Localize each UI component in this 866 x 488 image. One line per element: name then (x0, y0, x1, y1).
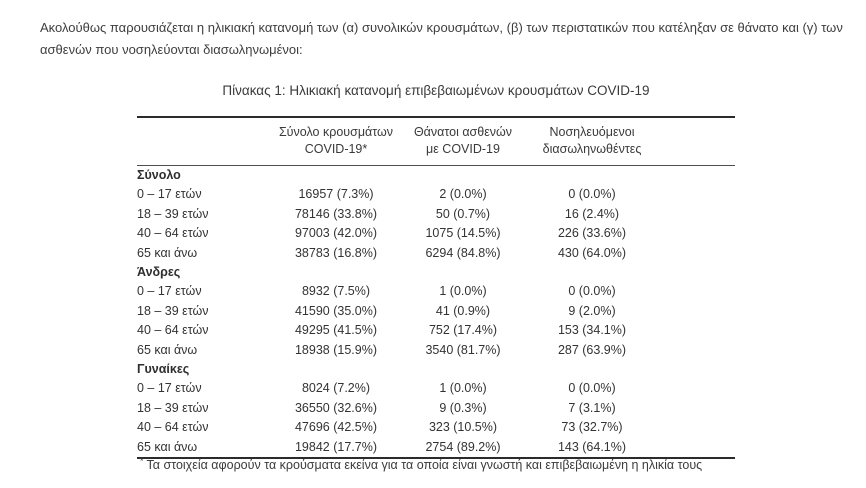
cases-value: 19842 (17.7%) (294, 439, 377, 454)
age-label: 18 – 39 ετών (137, 206, 209, 221)
age-distribution-table-wrap: Σύνολο κρουσμάτων COVID-19* Θάνατοι ασθε… (137, 116, 735, 460)
intubated-value: 16 (2.4%) (564, 206, 620, 221)
cases-value: 18938 (15.9%) (294, 342, 377, 357)
age-distribution-table: Σύνολο κρουσμάτων COVID-19* Θάνατοι ασθε… (137, 116, 735, 460)
cases-value: 38783 (16.8%) (294, 245, 377, 260)
header-intubated: Νοσηλευόμενοι διασωληνωθέντες (524, 117, 660, 166)
cases-value: 49295 (41.5%) (294, 323, 377, 338)
intubated-value: 9 (2.0%) (568, 303, 616, 318)
table-row: 40 – 64 ετών 49295 (41.5%) 752 (17.4%) 1… (137, 321, 735, 340)
age-label: 18 – 39 ετών (137, 400, 209, 415)
age-label: 0 – 17 ετών (137, 187, 202, 202)
deaths-value: 1 (0.0%) (439, 284, 487, 299)
intubated-value: 73 (32.7%) (561, 420, 623, 435)
deaths-value: 41 (0.9%) (435, 303, 491, 318)
header-deaths: Θάνατοι ασθενών με COVID-19 (402, 117, 524, 166)
table-row: 0 – 17 ετών 16957 (7.3%) 2 (0.0%) 0 (0.0… (137, 185, 735, 204)
header-cases: Σύνολο κρουσμάτων COVID-19* (270, 117, 402, 166)
footnote-asterisk: * (140, 455, 144, 466)
table-row: 0 – 17 ετών 8024 (7.2%) 1 (0.0%) 0 (0.0%… (137, 379, 735, 398)
table-row: 40 – 64 ετών 97003 (42.0%) 1075 (14.5%) … (137, 224, 735, 243)
deaths-value: 50 (0.7%) (435, 206, 491, 221)
intro-line-1: Ακολούθως παρουσιάζεται η ηλικιακή καταν… (40, 20, 843, 35)
age-label: 0 – 17 ετών (137, 381, 202, 396)
intro-paragraph: Ακολούθως παρουσιάζεται η ηλικιακή καταν… (40, 17, 843, 60)
table-row: 40 – 64 ετών 47696 (42.5%) 323 (10.5%) 7… (137, 418, 735, 437)
group-label-total: Σύνολο (137, 168, 181, 182)
cases-value: 97003 (42.0%) (294, 226, 377, 241)
table-row: 18 – 39 ετών 36550 (32.6%) 9 (0.3%) 7 (3… (137, 399, 735, 418)
intubated-value: 430 (64.0%) (557, 245, 627, 260)
intubated-value: 0 (0.0%) (568, 381, 616, 396)
header-empty (137, 117, 270, 166)
cases-value: 78146 (33.8%) (294, 206, 377, 221)
cases-value: 16957 (7.3%) (298, 187, 374, 202)
cases-value: 47696 (42.5%) (294, 420, 377, 435)
table-title: Πίνακας 1: Ηλικιακή κατανομή επιβεβαιωμέ… (222, 83, 650, 98)
deaths-value: 752 (17.4%) (428, 323, 498, 338)
cases-value: 41590 (35.0%) (294, 303, 377, 318)
deaths-value: 2754 (89.2%) (425, 439, 501, 454)
table-row: 18 – 39 ετών 41590 (35.0%) 41 (0.9%) 9 (… (137, 302, 735, 321)
intro-line-2: ασθενών που νοσηλεύονται διασωληνωμένοι: (40, 41, 303, 57)
deaths-value: 9 (0.3%) (439, 400, 487, 415)
table-row: 65 και άνω 18938 (15.9%) 3540 (81.7%) 28… (137, 341, 735, 360)
group-header-total: Σύνολο (137, 166, 735, 186)
group-label-women: Γυναίκες (137, 362, 190, 377)
age-label: 65 και άνω (137, 342, 198, 357)
age-label: 40 – 64 ετών (137, 226, 209, 241)
age-label: 18 – 39 ετών (137, 303, 209, 318)
deaths-value: 1075 (14.5%) (425, 226, 501, 241)
table-row: 0 – 17 ετών 8932 (7.5%) 1 (0.0%) 0 (0.0%… (137, 282, 735, 301)
intubated-value: 7 (3.1%) (568, 400, 616, 415)
deaths-value: 2 (0.0%) (439, 187, 487, 202)
footnote-text: Τα στοιχεία αφορούν τα κρούσματα εκείνα … (146, 458, 703, 472)
intubated-value: 143 (64.1%) (557, 439, 627, 454)
age-label: 40 – 64 ετών (137, 323, 209, 338)
header-spacer (660, 117, 735, 166)
cases-value: 8024 (7.2%) (301, 381, 371, 396)
group-header-men: Άνδρες (137, 263, 735, 282)
age-label: 65 και άνω (137, 439, 198, 454)
table-row: 18 – 39 ετών 78146 (33.8%) 50 (0.7%) 16 … (137, 205, 735, 224)
table-row: 65 και άνω 19842 (17.7%) 2754 (89.2%) 14… (137, 438, 735, 458)
deaths-value: 6294 (84.8%) (425, 245, 501, 260)
age-label: 65 και άνω (137, 245, 198, 260)
group-label-men: Άνδρες (137, 265, 181, 280)
table-footnote: * Τα στοιχεία αφορούν τα κρούσματα εκείνα… (140, 455, 760, 472)
intubated-value: 287 (63.9%) (557, 342, 627, 357)
intubated-value: 0 (0.0%) (568, 284, 616, 299)
cases-value: 36550 (32.6%) (294, 400, 377, 415)
intubated-value: 226 (33.6%) (557, 226, 627, 241)
header-row: Σύνολο κρουσμάτων COVID-19* Θάνατοι ασθε… (137, 117, 735, 166)
group-header-women: Γυναίκες (137, 360, 735, 379)
deaths-value: 1 (0.0%) (439, 381, 487, 396)
deaths-value: 323 (10.5%) (428, 420, 498, 435)
cases-value: 8932 (7.5%) (301, 284, 371, 299)
table-row: 65 και άνω 38783 (16.8%) 6294 (84.8%) 43… (137, 244, 735, 263)
age-label: 40 – 64 ετών (137, 420, 209, 435)
deaths-value: 3540 (81.7%) (425, 342, 501, 357)
intubated-value: 0 (0.0%) (568, 187, 616, 202)
age-label: 0 – 17 ετών (137, 284, 202, 299)
intubated-value: 153 (34.1%) (557, 323, 627, 338)
